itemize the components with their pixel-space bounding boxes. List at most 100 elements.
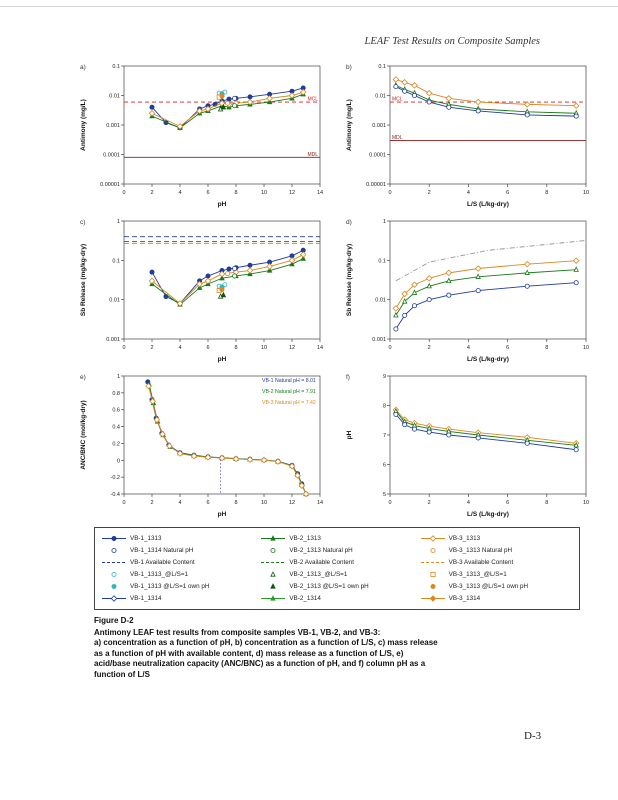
legend-swatch — [430, 572, 436, 577]
svg-text:0.01: 0.01 — [375, 94, 386, 100]
svg-text:Sb Release (mg/kg-dry): Sb Release (mg/kg-dry) — [80, 244, 87, 316]
legend-item: VB-3_1313 Natural pH — [420, 545, 573, 556]
svg-text:6: 6 — [206, 500, 209, 506]
legend-swatch — [270, 583, 277, 589]
svg-text:6: 6 — [206, 345, 209, 351]
svg-text:0.2: 0.2 — [112, 441, 120, 447]
svg-text:Antimony (mg/L): Antimony (mg/L) — [346, 99, 353, 151]
legend-swatch — [111, 548, 117, 553]
svg-text:12: 12 — [289, 500, 295, 506]
svg-text:0.001: 0.001 — [106, 123, 120, 129]
legend-swatch — [261, 562, 286, 563]
svg-text:1: 1 — [117, 374, 120, 380]
svg-text:2: 2 — [428, 500, 431, 506]
legend-swatch — [261, 535, 286, 541]
legend-item: VB-2_1313_@L/S=1 — [260, 569, 413, 580]
chart-svg: 0 2 4 6 8 10 9 8 7 6 5 L/S (L/kg-dry) pH f) — [346, 374, 589, 518]
svg-text:12: 12 — [289, 190, 295, 196]
svg-text:0.00001: 0.00001 — [366, 182, 386, 188]
legend-label: VB-3_1313_@L/S=1 — [448, 571, 507, 578]
legend-swatch — [430, 548, 436, 553]
legend-label: VB-1_1314 — [130, 595, 162, 602]
legend-label: VB-2_1314 — [289, 595, 321, 602]
running-header: LEAF Test Results on Composite Samples — [364, 36, 541, 47]
chart-e-anc-bnc-vs-ph: 0 2 4 6 8 10 12 14 1 0.8 0.6 0.4 0.2 0 -0.2 -0.4 pH ANC/B… — [78, 368, 328, 518]
svg-text:8: 8 — [545, 190, 548, 196]
legend-item: VB-2_1313 — [260, 533, 413, 544]
svg-text:0.1: 0.1 — [378, 258, 386, 264]
legend-swatch — [420, 562, 445, 563]
legend-item: VB-1_1314 Natural pH — [101, 545, 254, 556]
legend-label: VB-2 Available Content — [289, 559, 354, 566]
svg-text:VB-1 Natural pH = 8.01: VB-1 Natural pH = 8.01 — [262, 378, 316, 384]
legend-item: VB-2_1313 Natural pH — [260, 545, 413, 556]
svg-text:7: 7 — [383, 433, 386, 439]
page-top-edge — [0, 6, 618, 7]
legend-label: VB-3_1314 — [448, 595, 481, 602]
legend-item: VB-1_1313 @L/S=1 own pH — [101, 581, 254, 592]
svg-text:0.0001: 0.0001 — [103, 153, 120, 159]
svg-text:1: 1 — [117, 219, 120, 225]
svg-text:2: 2 — [428, 190, 431, 196]
legend-label: VB-3_1313 Natural pH — [448, 547, 513, 554]
svg-text:L/S (L/kg-dry): L/S (L/kg-dry) — [467, 356, 509, 363]
svg-text:0: 0 — [117, 458, 120, 464]
legend-item: VB-3_1313_@L/S=1 — [420, 569, 573, 580]
svg-text:8: 8 — [383, 404, 386, 410]
chart-svg: 0 2 4 6 8 10 12 14 1 0.1 0.01 0.001 pH Sb Release (mg… — [80, 219, 323, 363]
legend-label: VB-1 Available Content — [130, 559, 195, 566]
legend-item: VB-2_1313 @L/S=1 own pH — [260, 581, 413, 592]
svg-text:4: 4 — [178, 345, 181, 351]
svg-text:5: 5 — [383, 492, 386, 498]
svg-text:8: 8 — [234, 500, 237, 506]
svg-text:e): e) — [80, 374, 86, 381]
svg-text:0.1: 0.1 — [378, 64, 386, 70]
svg-text:8: 8 — [234, 345, 237, 351]
legend-label: VB-2_1313 Natural pH — [289, 547, 353, 554]
legend-item: VB-2 Available Content — [260, 557, 413, 568]
svg-text:2: 2 — [428, 345, 431, 351]
svg-text:ANC/BNC (mol/kg-dry): ANC/BNC (mol/kg-dry) — [80, 400, 87, 469]
svg-text:c): c) — [80, 219, 85, 226]
svg-text:6: 6 — [383, 463, 386, 469]
svg-text:10: 10 — [583, 500, 589, 506]
svg-text:MDL: MDL — [307, 152, 318, 158]
svg-text:d): d) — [346, 219, 352, 226]
svg-text:pH: pH — [218, 356, 227, 363]
legend-item: VB-2_1314 — [260, 593, 413, 604]
legend-column: VB-1_1313 VB-1_1314 Natural pH VB-1 Availa… — [101, 533, 254, 604]
svg-text:VB-3 Natural pH = 7.42: VB-3 Natural pH = 7.42 — [262, 400, 316, 406]
legend-swatch — [270, 571, 277, 577]
svg-text:MDL: MDL — [392, 135, 403, 141]
svg-text:Antimony (mg/L): Antimony (mg/L) — [80, 99, 87, 151]
svg-text:pH: pH — [346, 430, 353, 439]
svg-text:4: 4 — [467, 190, 470, 196]
svg-text:0: 0 — [122, 345, 125, 351]
legend-item: VB-1_1313 — [101, 533, 254, 544]
svg-text:10: 10 — [583, 190, 589, 196]
svg-text:0.001: 0.001 — [372, 123, 386, 129]
legend-label: VB-2_1313_@L/S=1 — [289, 571, 348, 578]
figure-charts-grid: 0 2 4 6 8 10 12 14 0.1 0.01 0.001 0.0001 0.00001 pH An… — [78, 58, 598, 518]
svg-text:4: 4 — [178, 190, 181, 196]
legend-item: VB-3_1314 — [420, 593, 573, 604]
svg-text:10: 10 — [261, 345, 267, 351]
svg-text:6: 6 — [206, 190, 209, 196]
legend-label: VB-1_1313 — [130, 535, 162, 542]
svg-text:MCL: MCL — [307, 97, 318, 103]
chart-c-sb-release-vs-ph: 0 2 4 6 8 10 12 14 1 0.1 0.01 0.001 pH Sb Release (mg… — [78, 213, 328, 363]
svg-text:1: 1 — [383, 219, 386, 225]
legend-swatch — [102, 562, 126, 563]
svg-text:10: 10 — [261, 500, 267, 506]
legend-swatch — [430, 584, 436, 589]
legend-label: VB-3_1313 — [448, 535, 481, 542]
legend-label: VB-2_1313 — [289, 535, 321, 542]
svg-text:0.01: 0.01 — [109, 94, 120, 100]
svg-text:pH: pH — [218, 511, 227, 518]
svg-text:4: 4 — [467, 500, 470, 506]
chart-svg: 0 2 4 6 8 10 1 0.1 0.01 0.001 L/S (L/kg-dry) Sb Rel… — [346, 219, 589, 363]
svg-text:b): b) — [346, 64, 352, 71]
legend-item: VB-3_1313 — [420, 533, 573, 544]
svg-text:pH: pH — [218, 201, 227, 208]
